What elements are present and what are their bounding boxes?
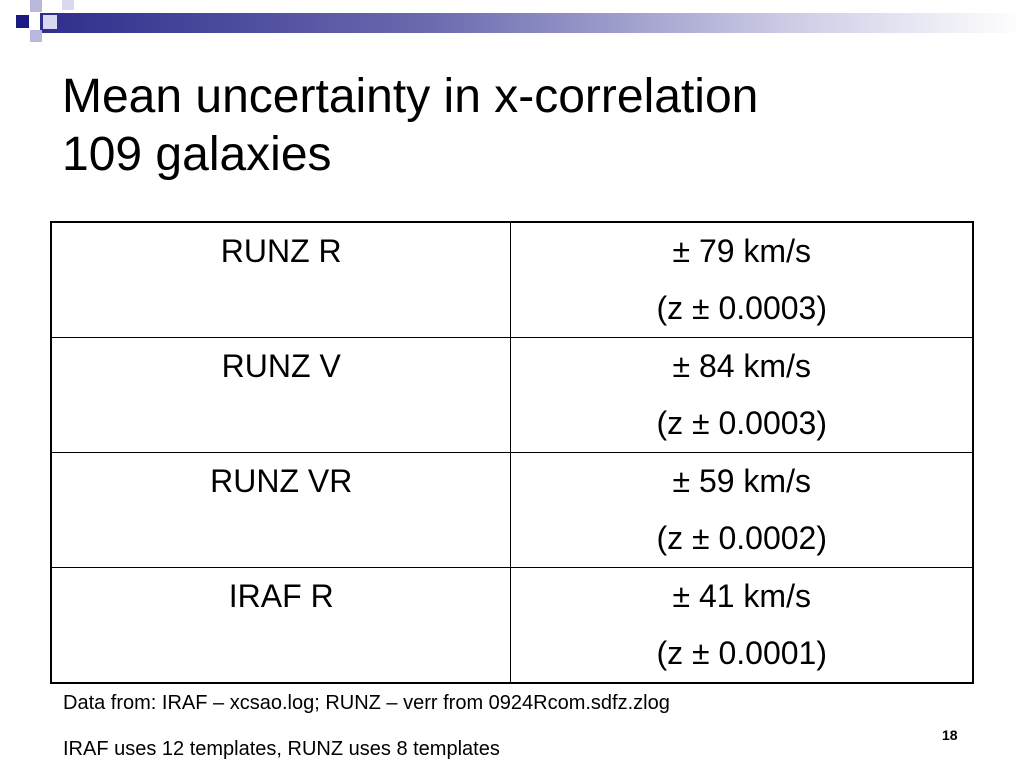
decor-square	[62, 0, 74, 10]
method-label: RUNZ V	[221, 348, 341, 384]
title-line-2: 109 galaxies	[62, 128, 332, 181]
templates-note: IRAF uses 12 templates, RUNZ uses 8 temp…	[63, 738, 500, 760]
method-cell: RUNZ R	[50, 221, 512, 338]
redshift-uncertainty: (z ± 0.0002)	[656, 520, 827, 556]
redshift-uncertainty: (z ± 0.0001)	[656, 635, 827, 671]
table-row: RUNZ R ± 79 km/s (z ± 0.0003)	[50, 221, 974, 338]
data-source-note: Data from: IRAF – xcsao.log; RUNZ – verr…	[63, 692, 670, 714]
velocity-uncertainty: ± 41 km/s	[672, 578, 811, 614]
method-cell: RUNZ V	[50, 337, 512, 453]
velocity-uncertainty: ± 84 km/s	[672, 348, 811, 384]
page-number: 18	[942, 727, 958, 743]
method-cell: IRAF R	[50, 567, 512, 684]
table-row: IRAF R ± 41 km/s (z ± 0.0001)	[50, 567, 974, 684]
velocity-uncertainty: ± 59 km/s	[672, 463, 811, 499]
uncertainty-cell: ± 59 km/s (z ± 0.0002)	[510, 452, 974, 568]
redshift-uncertainty: (z ± 0.0003)	[656, 290, 827, 326]
uncertainty-cell: ± 41 km/s (z ± 0.0001)	[510, 567, 974, 684]
title-line-1: Mean uncertainty in x-correlation	[62, 70, 759, 123]
decor-square	[43, 15, 57, 29]
velocity-uncertainty: ± 79 km/s	[672, 233, 811, 269]
table-row: RUNZ VR ± 59 km/s (z ± 0.0002)	[50, 452, 974, 568]
method-label: IRAF R	[228, 578, 334, 614]
decor-square	[30, 0, 42, 12]
uncertainty-cell: ± 84 km/s (z ± 0.0003)	[510, 337, 974, 453]
decor-square	[16, 15, 29, 28]
uncertainty-table: RUNZ R ± 79 km/s (z ± 0.0003) RUNZ V ± 8…	[50, 221, 974, 684]
method-label: RUNZ R	[220, 233, 342, 269]
method-label: RUNZ VR	[210, 463, 353, 499]
method-cell: RUNZ VR	[50, 452, 512, 568]
decor-square	[30, 30, 42, 42]
table-row: RUNZ V ± 84 km/s (z ± 0.0003)	[50, 337, 974, 453]
redshift-uncertainty: (z ± 0.0003)	[656, 405, 827, 441]
header-gradient-band	[40, 13, 1024, 33]
uncertainty-cell: ± 79 km/s (z ± 0.0003)	[510, 221, 974, 338]
slide-title: Mean uncertainty in x-correlation 109 ga…	[62, 68, 1002, 184]
